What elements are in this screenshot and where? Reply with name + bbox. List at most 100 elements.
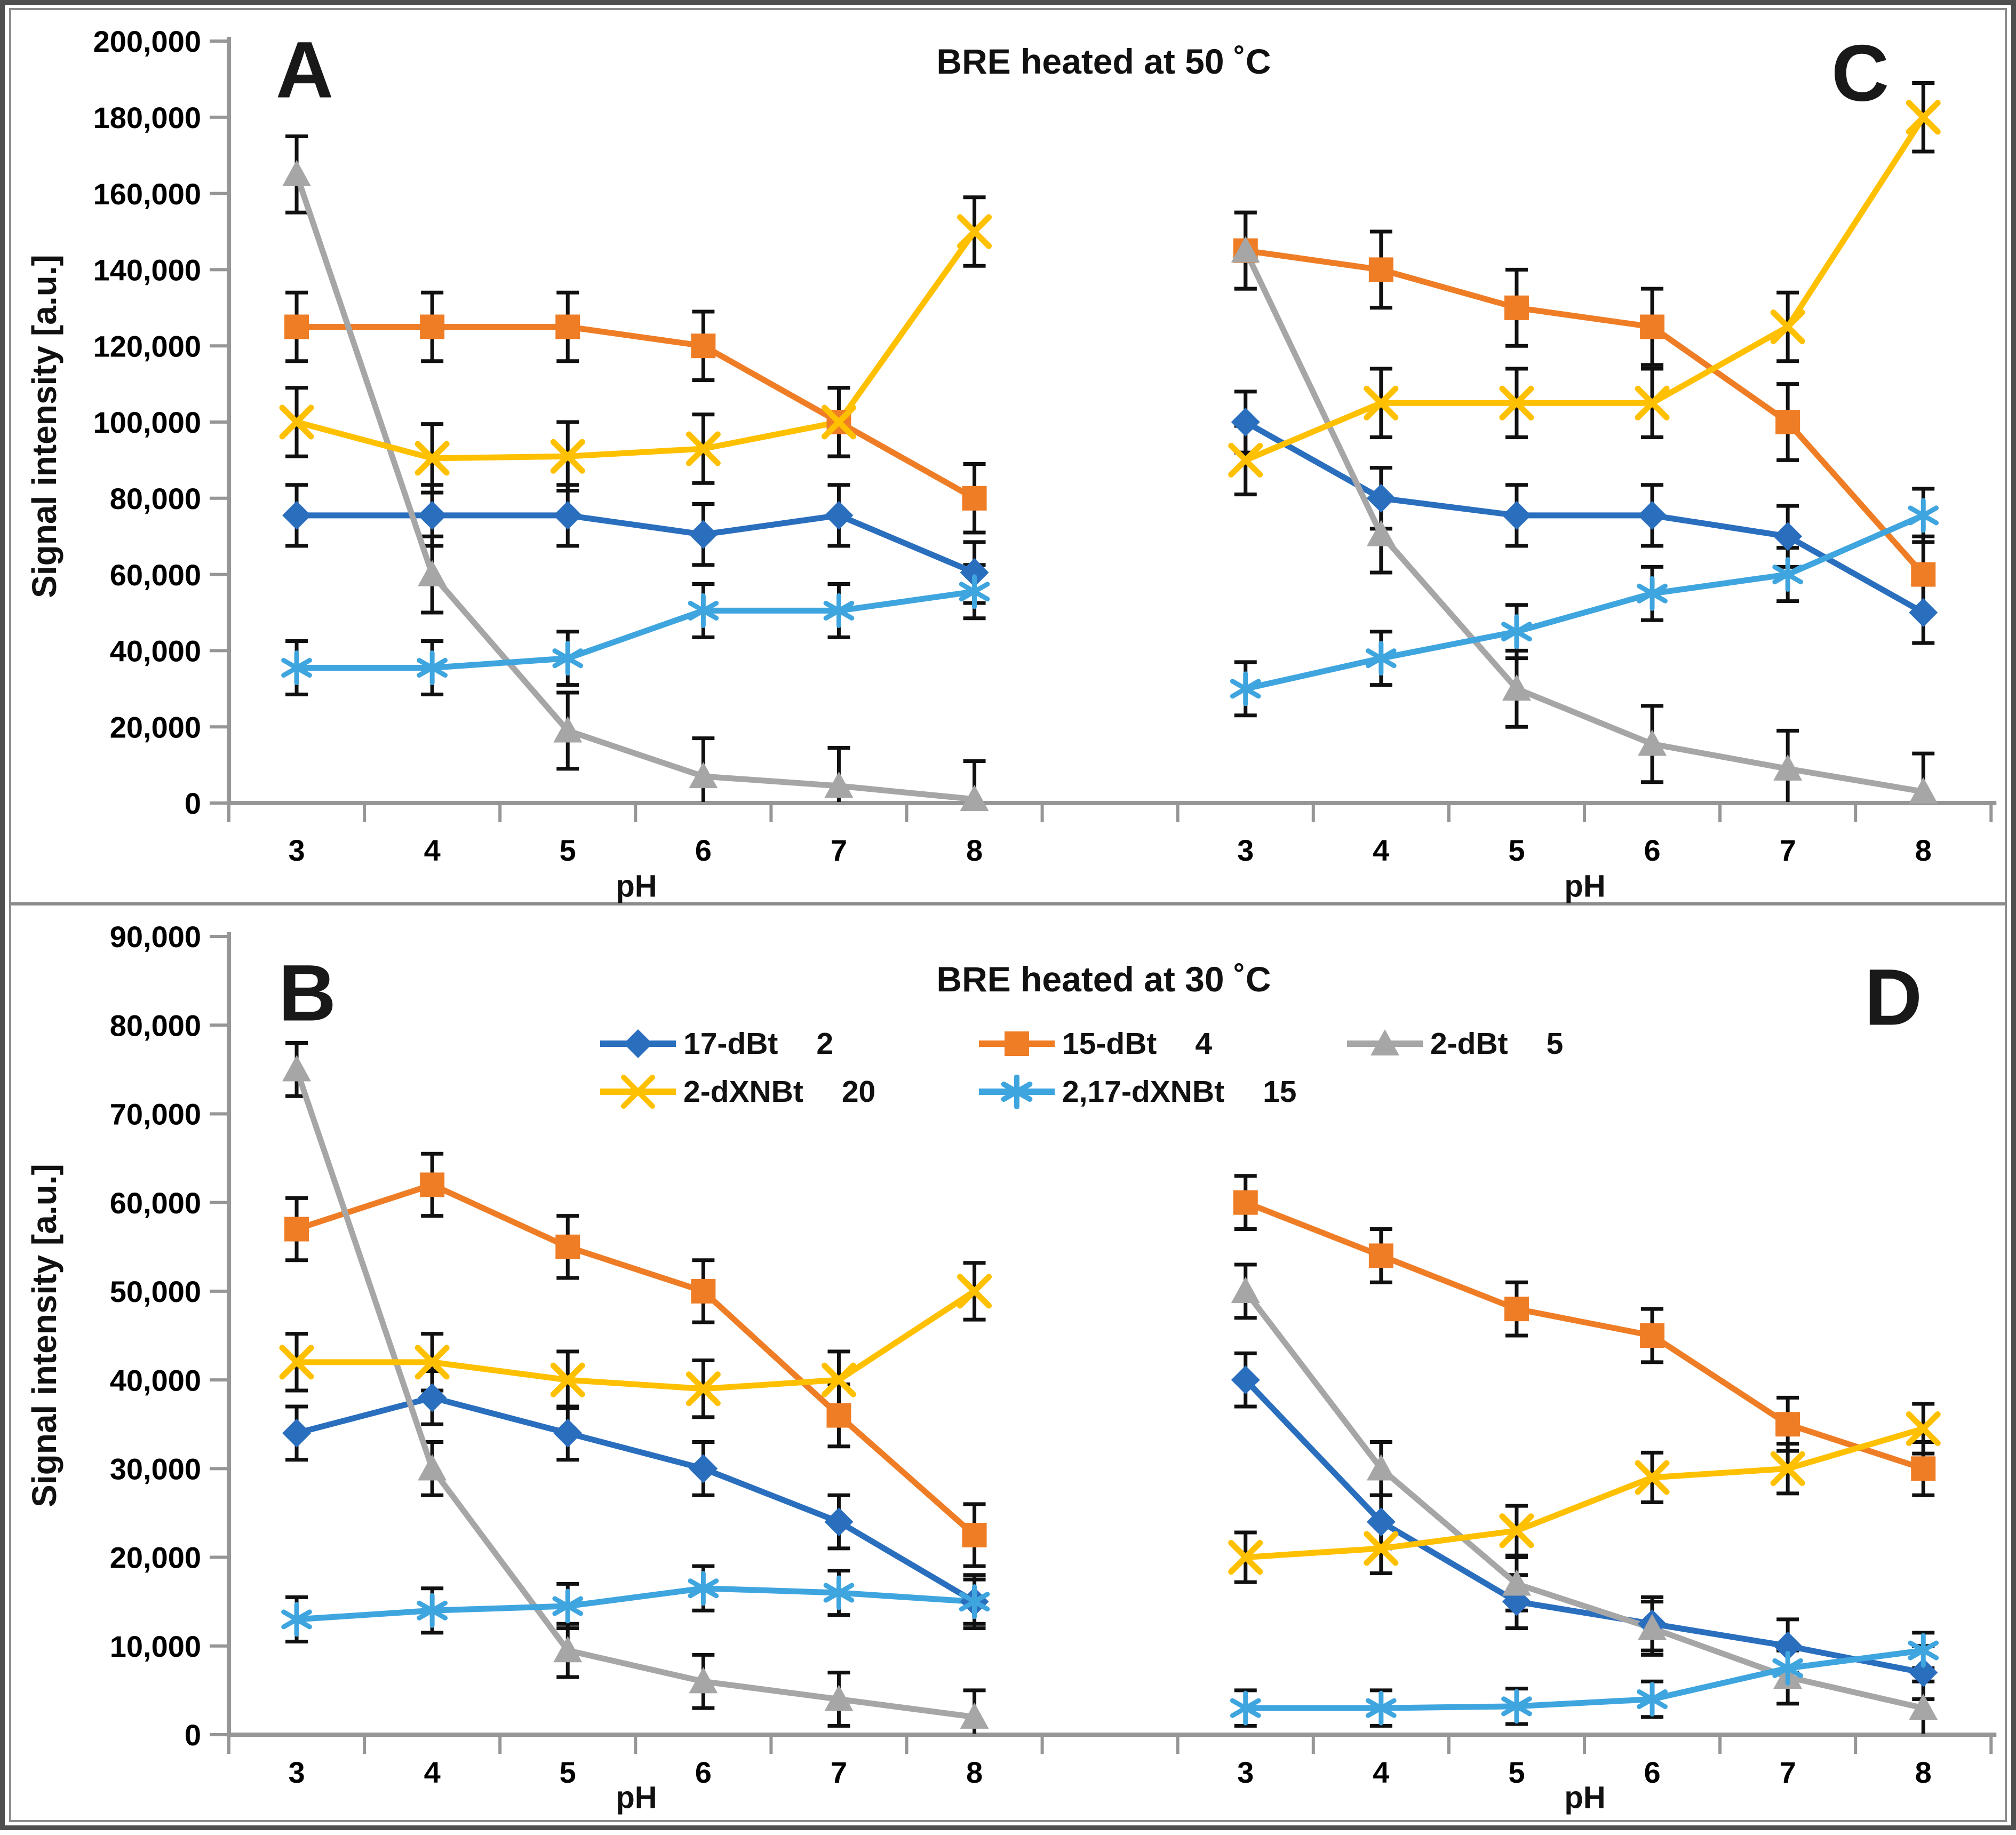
panel-D-line-2-dXNBt [1242,1426,1926,1561]
y-tick-label: 40,000 [110,1363,201,1397]
y-tick-label: 160,000 [93,177,201,211]
panel-D-line-2,17-dXNBt [1242,1647,1926,1711]
x-tick-label: 6 [1644,1755,1660,1789]
panel-B-line-2-dBt [293,1066,978,1720]
y-tick-label: 120,000 [93,329,201,363]
panel-D-markers-15-dBt [1233,1190,1936,1481]
y-tick-label: 100,000 [93,406,201,439]
panel-C-markers-15-dBt [1233,238,1936,587]
panel-A-line-2-dXNBt [293,228,978,462]
panel-D-line-17-dBt [1242,1377,1926,1676]
panel-B-line-15-dBt [293,1181,978,1538]
panel-C [1228,81,1941,804]
panel-C-markers-2-dBt [1231,236,1938,804]
x-tick-label: 6 [695,1755,712,1789]
x-tick-label: 7 [1780,1755,1796,1789]
legend-item-2-17-dxnbt: 2,17-dXNBt 15 [977,1074,1296,1109]
panel-B-markers-2-dBt [282,1055,989,1729]
panel-B-markers-2-dXNBt [279,1274,992,1407]
panel-B-markers-17-dBt [282,1383,989,1616]
panel-D-error-bars-15-dBt [1234,1174,1935,1497]
x-axis-title-b: pH [616,1780,657,1815]
legend-value: 2 [816,1027,834,1061]
square-marker-icon [979,1031,1055,1056]
panel-D-markers-2,17-dXNBt [1230,1633,1939,1726]
panel-C-line-17-dBt [1242,419,1926,616]
x-tick-label: 4 [1373,1755,1389,1789]
panel-D-error-bars-2-dXNBt [1234,1402,1935,1584]
panel-D [1228,1174,1941,1734]
y-axis-title-top: Signal intensity [a.u.] [25,255,63,598]
diamond-marker-icon [600,1029,676,1058]
panel-B-error-bars-2-dBt [285,1040,986,1734]
panel-letter-b: B [278,948,337,1038]
panel-letter-c: C [1831,28,1890,118]
panel-B [279,1040,992,1734]
x-tick-label: 6 [1644,833,1660,867]
panel-A-line-15-dBt [293,324,978,502]
legend-item-2-dxnbt: 2-dXNBt 20 [598,1074,875,1109]
x-tick-label: 5 [1508,833,1525,867]
panel-B-line-17-dBt [293,1394,978,1605]
panel-A-error-bars-2-dBt [285,134,986,802]
x-tick-label: 7 [831,1755,847,1789]
x-tick-label: 3 [288,833,305,867]
legend-value: 20 [841,1075,876,1109]
legend-label: 17-dBt [683,1027,778,1061]
panel-B-line-2-dXNBt [293,1288,978,1392]
y-tick-label: 140,000 [93,253,201,287]
top-chart-box [9,8,2007,904]
triangle-marker-icon [1347,1029,1423,1056]
chart-0-axes: 200,000 180,000 160,000 140,000 120,000 100,0… [93,25,1997,867]
x-tick-label: 8 [966,833,983,867]
panel-C-markers-2,17-dXNBt [1230,498,1939,706]
panel-D-error-bars-17-dBt [1234,1351,1935,1702]
y-tick-label: 90,000 [110,920,201,954]
panel-C-line-2-dBt [1242,248,1926,795]
y-tick-label: 200,000 [93,25,201,58]
panel-A-line-2-dBt [293,171,978,803]
y-tick-label: 20,000 [110,710,201,744]
panel-A-error-bars-2,17-dXNBt [285,563,986,697]
panel-C-markers-2-dXNBt [1228,100,1941,478]
legend-item-17-dbt: 17-dBt 2 [598,1026,833,1061]
legend-label: 2-dBt [1430,1027,1508,1061]
y-tick-label: 80,000 [110,1008,201,1042]
x-tick-label: 4 [1373,833,1389,867]
panel-D-markers-2-dBt [1231,1276,1938,1720]
x-tick-label: 3 [1237,833,1254,867]
y-tick-label: 50,000 [110,1275,201,1308]
panel-B-markers-15-dBt [284,1172,987,1547]
legend-value: 15 [1263,1075,1297,1109]
x-tick-label: 5 [560,1755,576,1789]
panel-B-line-2,17-dXNBt [293,1585,978,1623]
x-tick-label: 3 [288,1755,305,1789]
legend-label: 2-dXNBt [683,1075,803,1109]
x-axis-title-a: pH [616,869,657,904]
panel-A-markers-2-dXNBt [279,214,992,476]
legend-item-15-dbt: 15-dBt 4 [977,1026,1212,1061]
top-chart-title: BRE heated at 50 ˚C [936,42,1271,81]
panel-C-markers-17-dBt [1231,408,1938,627]
legend-value: 5 [1546,1027,1564,1061]
panel-A-markers-15-dBt [284,314,987,511]
panel-A-line-17-dBt [293,512,978,576]
x-tick-label: 7 [831,833,847,867]
legend-item-2-dbt: 2-dBt 5 [1345,1026,1563,1061]
x-axis-title-d: pH [1564,1780,1606,1815]
x-tick-label: 8 [1915,1755,1932,1789]
panel-C-line-2-dXNBt [1242,114,1926,463]
y-tick-label: 0 [185,787,201,820]
x-tick-label: 4 [424,833,441,867]
x-tick-label: 3 [1237,1755,1254,1789]
panel-C-error-bars-15-dBt [1234,210,1935,615]
panel-B-markers-2,17-dXNBt [281,1571,990,1637]
y-tick-label: 10,000 [110,1630,201,1663]
legend-label: 2,17-dXNBt [1062,1075,1225,1109]
y-tick-label: 40,000 [110,634,201,668]
panel-A-markers-2,17-dXNBt [281,574,990,686]
panel-D-error-bars-2,17-dXNBt [1234,1631,1935,1728]
x-tick-label: 5 [560,833,576,867]
y-tick-label: 30,000 [110,1452,201,1486]
